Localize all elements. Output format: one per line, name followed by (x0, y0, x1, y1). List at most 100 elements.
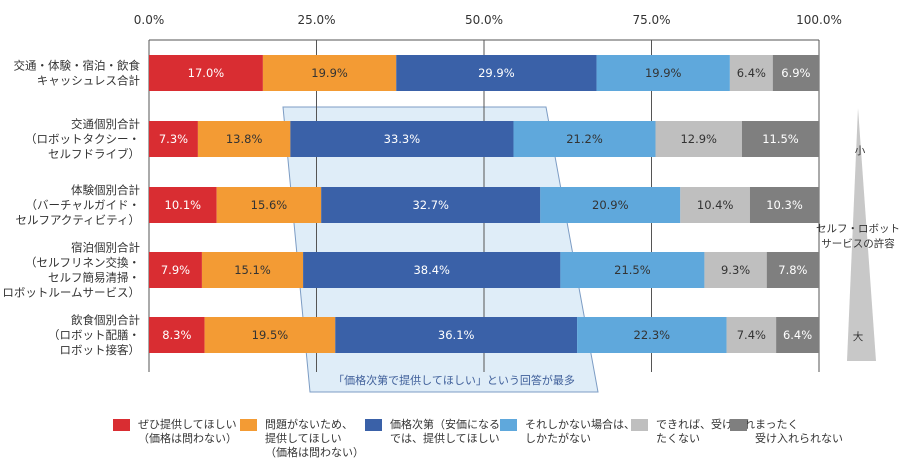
legend-item: 問題がないため、 提供してほしい （価格は問わない） (240, 418, 365, 460)
bar-segment (149, 317, 205, 353)
annotation-text: 「価格次第で提供してほしい」という回答が最多 (333, 373, 575, 387)
stacked-bar-chart: 「価格次第で提供してほしい」という回答が最多 0.0% 25.0% 50.0% 75.… (2, 13, 900, 393)
scale-top-label: 小 (855, 145, 866, 157)
bar-segment (726, 317, 777, 353)
legend: ぜひ提供してほしい （価格は問わない） 問題がないため、 提供してほしい （価格は… (113, 418, 850, 460)
bar-segment (741, 121, 819, 157)
legend-swatch (730, 419, 747, 431)
scale-middle-label: セルフ・ロボット (816, 223, 900, 235)
bar-segment (704, 252, 767, 288)
category-label-line: ロボットルームサービス） (2, 286, 140, 300)
tolerance-scale-triangle (847, 108, 876, 361)
data-label: 36.1% (438, 328, 475, 342)
legend-swatch (365, 419, 382, 431)
bar-segment (776, 317, 819, 353)
data-label: 7.9% (161, 263, 190, 277)
data-label: 15.1% (234, 263, 271, 277)
legend-label: ぜひ提供してほしい （価格は問わない） (138, 418, 237, 445)
legend-item: ぜひ提供してほしい （価格は問わない） (113, 418, 240, 460)
data-label: 32.7% (412, 198, 449, 212)
data-label: 22.3% (634, 328, 671, 342)
data-label: 7.8% (778, 263, 807, 277)
bar-segment (149, 55, 263, 91)
bar-segment (680, 187, 750, 223)
category-label-line: キャッシュレス合計 (37, 74, 140, 88)
bar-segment (513, 121, 656, 157)
legend-swatch (631, 419, 648, 431)
x-tick-label: 75.0% (632, 13, 670, 27)
bar-segment (772, 55, 819, 91)
bar-segment (596, 55, 730, 91)
bar-segment (749, 187, 819, 223)
category-label-line: 交通・体験・宿泊・飲食 (14, 59, 141, 73)
category-label-line: （ロボット配膳・ (48, 328, 140, 342)
bar-segment (540, 187, 681, 223)
scale-middle-label: サービスの許容 (821, 237, 895, 250)
bar-segment (197, 121, 291, 157)
category-label: 交通個別合計（ロボットタクシー・セルフドライブ） (25, 117, 140, 161)
data-label: 21.2% (566, 132, 603, 146)
category-label-line: セルフアクティビティ） (15, 213, 140, 227)
data-label: 20.9% (592, 198, 629, 212)
data-label: 38.4% (413, 263, 450, 277)
category-label-line: 宿泊個別合計 (71, 241, 140, 255)
data-label: 19.9% (645, 66, 682, 80)
bar-segment (560, 252, 705, 288)
bar-segment (149, 187, 217, 223)
data-label: 6.4% (737, 66, 766, 80)
category-label: 体験個別合計（バーチャルガイド・セルフアクティビティ） (15, 183, 140, 227)
bar-segment (396, 55, 597, 91)
data-label: 33.3% (384, 132, 421, 146)
x-tick-label: 100.0% (796, 13, 842, 27)
legend-label: それしかない場合は、 しかたがない (525, 418, 635, 445)
data-label: 21.5% (614, 263, 651, 277)
legend-item: できれば、受け入れ たくない (631, 418, 755, 460)
category-label-line: 体験個別合計 (71, 183, 140, 197)
legend-item: それしかない場合は、 しかたがない (500, 418, 635, 460)
data-label: 19.9% (311, 66, 348, 80)
category-label: 宿泊個別合計（セルフリネン交換・セルフ簡易清掃・ロボットルームサービス） (2, 241, 140, 300)
data-label: 6.9% (781, 66, 810, 80)
legend-swatch (500, 419, 517, 431)
data-label: 10.4% (697, 198, 734, 212)
data-label: 10.1% (165, 198, 202, 212)
data-label: 10.3% (766, 198, 803, 212)
bar-segment (655, 121, 742, 157)
category-label: 交通・体験・宿泊・飲食キャッシュレス合計 (14, 59, 141, 88)
legend-item: まったく 受け入れられない (730, 418, 850, 460)
legend-label: まったく 受け入れられない (755, 418, 843, 445)
bar-segment (729, 55, 773, 91)
bar-segment (303, 252, 561, 288)
legend-label: 問題がないため、 提供してほしい （価格は問わない） (265, 418, 364, 459)
legend-item: 価格次第（安価になる） では、提供してほしい (365, 418, 511, 460)
data-label: 13.8% (226, 132, 263, 146)
bar-segment (216, 187, 322, 223)
data-label: 15.6% (251, 198, 288, 212)
category-label-line: セルフドライブ） (48, 147, 140, 161)
x-tick-label: 0.0% (134, 13, 165, 27)
bar-segment (321, 187, 541, 223)
data-label: 7.3% (159, 132, 188, 146)
legend-label: 価格次第（安価になる） では、提供してほしい (390, 418, 511, 445)
category-label-line: 交通個別合計 (71, 117, 140, 131)
x-tick-label: 50.0% (465, 13, 503, 27)
data-label: 12.9% (680, 132, 717, 146)
data-label: 9.3% (721, 263, 750, 277)
category-label-line: セルフ簡易清掃・ (48, 271, 140, 285)
bar-segment (149, 121, 198, 157)
legend-swatch (240, 419, 257, 431)
scale-bottom-label: 大 (853, 330, 864, 343)
data-label: 17.0% (188, 66, 225, 80)
category-label-line: （セルフリネン交換・ (25, 256, 140, 270)
category-label-line: （バーチャルガイド・ (25, 198, 140, 212)
bar-segment (335, 317, 578, 353)
data-label: 6.4% (783, 328, 812, 342)
data-label: 19.5% (252, 328, 289, 342)
bar-segment (290, 121, 514, 157)
data-label: 8.3% (162, 328, 191, 342)
bar-segment (766, 252, 819, 288)
bar-segment (201, 252, 304, 288)
data-label: 7.4% (737, 328, 766, 342)
bar-segment (262, 55, 397, 91)
legend-swatch (113, 419, 130, 431)
